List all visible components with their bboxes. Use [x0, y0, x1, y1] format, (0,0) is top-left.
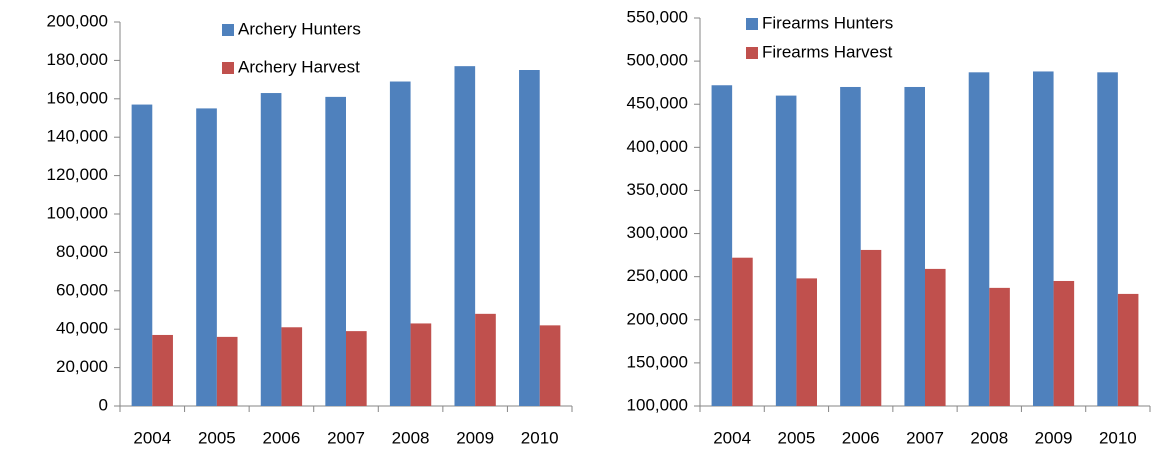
legend-swatch	[746, 18, 758, 30]
bar	[1097, 72, 1118, 406]
bar	[475, 313, 496, 406]
legend-swatch	[222, 62, 234, 74]
y-tick-label: 300,000	[627, 223, 688, 242]
y-tick-label: 200,000	[47, 11, 108, 30]
bar	[410, 323, 432, 406]
y-tick-label: 350,000	[627, 180, 688, 199]
x-tick-label: 2010	[521, 428, 559, 447]
bar	[454, 66, 476, 406]
x-tick-label: 2006	[263, 428, 301, 447]
x-tick-label: 2006	[842, 428, 880, 447]
legend-label: Firearms Hunters	[762, 13, 893, 32]
bar	[860, 249, 882, 406]
x-tick-label: 2008	[970, 428, 1008, 447]
bar	[1053, 280, 1075, 406]
bar	[131, 104, 153, 406]
x-tick-label: 2005	[778, 428, 816, 447]
x-tick-label: 2004	[713, 428, 751, 447]
bar	[1117, 293, 1139, 406]
bar	[840, 86, 861, 406]
y-tick-label: 250,000	[627, 266, 688, 285]
bar	[539, 325, 561, 406]
x-tick-label: 2009	[456, 428, 494, 447]
bar	[260, 93, 282, 406]
y-tick-label: 500,000	[627, 51, 688, 70]
y-tick-label: 550,000	[627, 7, 688, 26]
y-tick-label: 60,000	[56, 280, 108, 299]
bar	[796, 278, 817, 406]
bar	[389, 81, 411, 407]
bar	[904, 86, 925, 406]
bar	[925, 268, 946, 406]
bar	[732, 257, 753, 406]
y-tick-label: 180,000	[47, 50, 108, 69]
x-tick-label: 2007	[327, 428, 365, 447]
bar	[989, 287, 1010, 406]
y-tick-label: 150,000	[627, 352, 688, 371]
x-tick-label: 2008	[392, 428, 430, 447]
legend-swatch	[222, 24, 234, 36]
y-tick-label: 160,000	[47, 88, 108, 107]
bar	[968, 72, 990, 406]
y-tick-label: 100,000	[47, 203, 108, 222]
bar	[325, 96, 346, 406]
y-tick-label: 140,000	[47, 127, 108, 146]
y-tick-label: 400,000	[627, 137, 688, 156]
bar	[1033, 71, 1054, 407]
x-tick-label: 2009	[1035, 428, 1073, 447]
bar	[775, 95, 797, 406]
legend-label: Archery Harvest	[238, 57, 360, 76]
x-tick-label: 2010	[1099, 428, 1137, 447]
bar	[711, 85, 733, 407]
y-tick-label: 200,000	[627, 309, 688, 328]
x-tick-label: 2005	[198, 428, 236, 447]
x-tick-label: 2007	[906, 428, 944, 447]
legend-label: Archery Hunters	[238, 19, 361, 38]
y-tick-label: 100,000	[627, 395, 688, 414]
y-tick-label: 120,000	[47, 165, 108, 184]
x-tick-label: 2004	[133, 428, 171, 447]
bar	[346, 331, 367, 406]
legend-label: Firearms Harvest	[762, 42, 893, 61]
bar	[196, 108, 217, 407]
bar	[152, 334, 173, 406]
bar	[519, 70, 540, 406]
legend-swatch	[746, 47, 758, 59]
bar	[216, 336, 238, 406]
y-tick-label: 80,000	[56, 242, 108, 261]
y-tick-label: 20,000	[56, 357, 108, 376]
y-tick-label: 0	[99, 395, 108, 414]
y-tick-label: 40,000	[56, 319, 108, 338]
y-tick-label: 450,000	[627, 94, 688, 113]
bar	[281, 327, 303, 406]
